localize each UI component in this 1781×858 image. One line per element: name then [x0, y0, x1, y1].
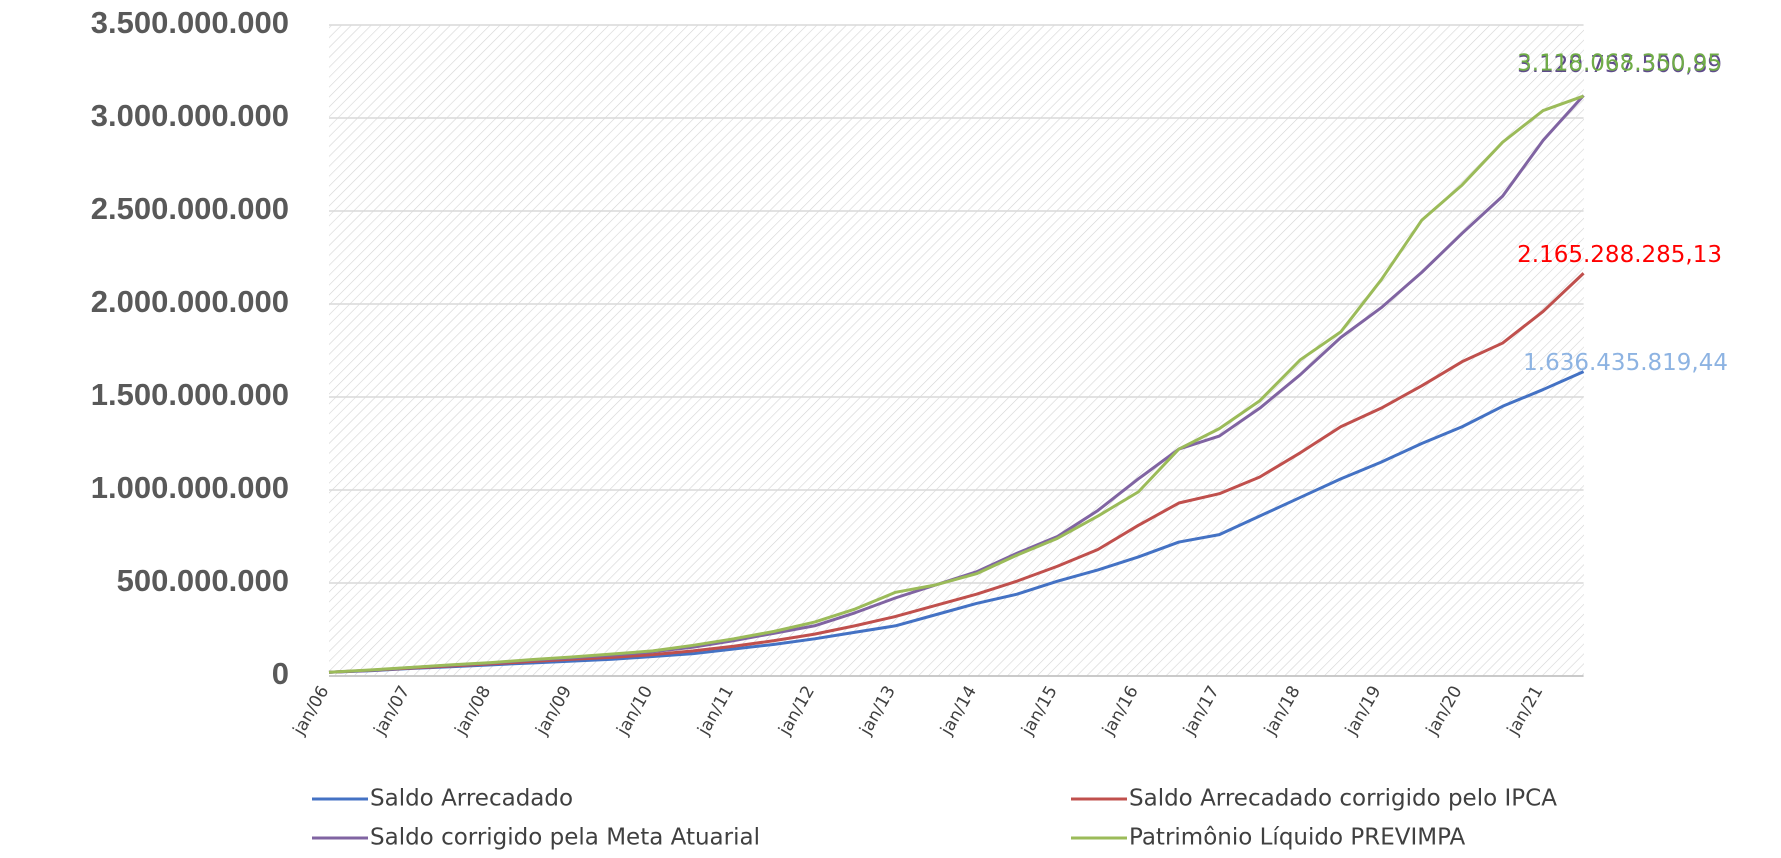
x-tick-label: jan/18 — [1260, 683, 1304, 740]
y-tick-label: 1.500.000.000 — [91, 377, 289, 412]
value-label: 2.165.288.285,13 — [1517, 242, 1722, 268]
series-line — [328, 94, 1585, 674]
y-tick-label: 0 — [272, 656, 289, 691]
y-tick-label: 2.000.000.000 — [91, 284, 289, 319]
x-tick-label: jan/17 — [1179, 683, 1223, 740]
x-tick-label: jan/11 — [694, 683, 738, 740]
legend-label: Patrimônio Líquido PREVIMPA — [1129, 825, 1466, 851]
x-tick-label: jan/16 — [1098, 683, 1142, 740]
legend-label: Saldo Arrecadado — [370, 786, 573, 812]
legend-label: Saldo corrigido pela Meta Atuarial — [370, 825, 760, 851]
y-tick-label: 3.500.000.000 — [91, 5, 289, 40]
value-label: 3.120.737.500,89 — [1517, 52, 1722, 78]
plot-area — [329, 25, 1584, 676]
y-tick-label: 2.500.000.000 — [91, 191, 289, 226]
x-tick-label: jan/12 — [775, 683, 819, 740]
x-tick-label: jan/08 — [451, 683, 495, 740]
x-tick-label: jan/10 — [613, 683, 657, 740]
x-tick-label: jan/19 — [1341, 683, 1385, 740]
x-tick-label: jan/07 — [370, 683, 414, 740]
x-tick-label: jan/13 — [855, 683, 899, 740]
value-label: 3.118.068.350,95 — [1517, 51, 1722, 77]
x-tick-label: jan/06 — [289, 683, 333, 740]
x-tick-label: jan/21 — [1503, 683, 1547, 740]
y-tick-label: 3.000.000.000 — [91, 98, 289, 133]
series-line — [328, 370, 1585, 674]
value-label: 1.636.435.819,44 — [1523, 350, 1728, 376]
y-tick-label: 500.000.000 — [117, 563, 289, 598]
x-tick-label: jan/15 — [1017, 683, 1061, 740]
x-tick-label: jan/09 — [532, 683, 576, 740]
y-tick-label: 1.000.000.000 — [91, 470, 289, 505]
x-tick-label: jan/14 — [936, 683, 980, 740]
legend-label: Saldo Arrecadado corrigido pelo IPCA — [1129, 786, 1557, 812]
x-tick-label: jan/20 — [1422, 683, 1466, 740]
